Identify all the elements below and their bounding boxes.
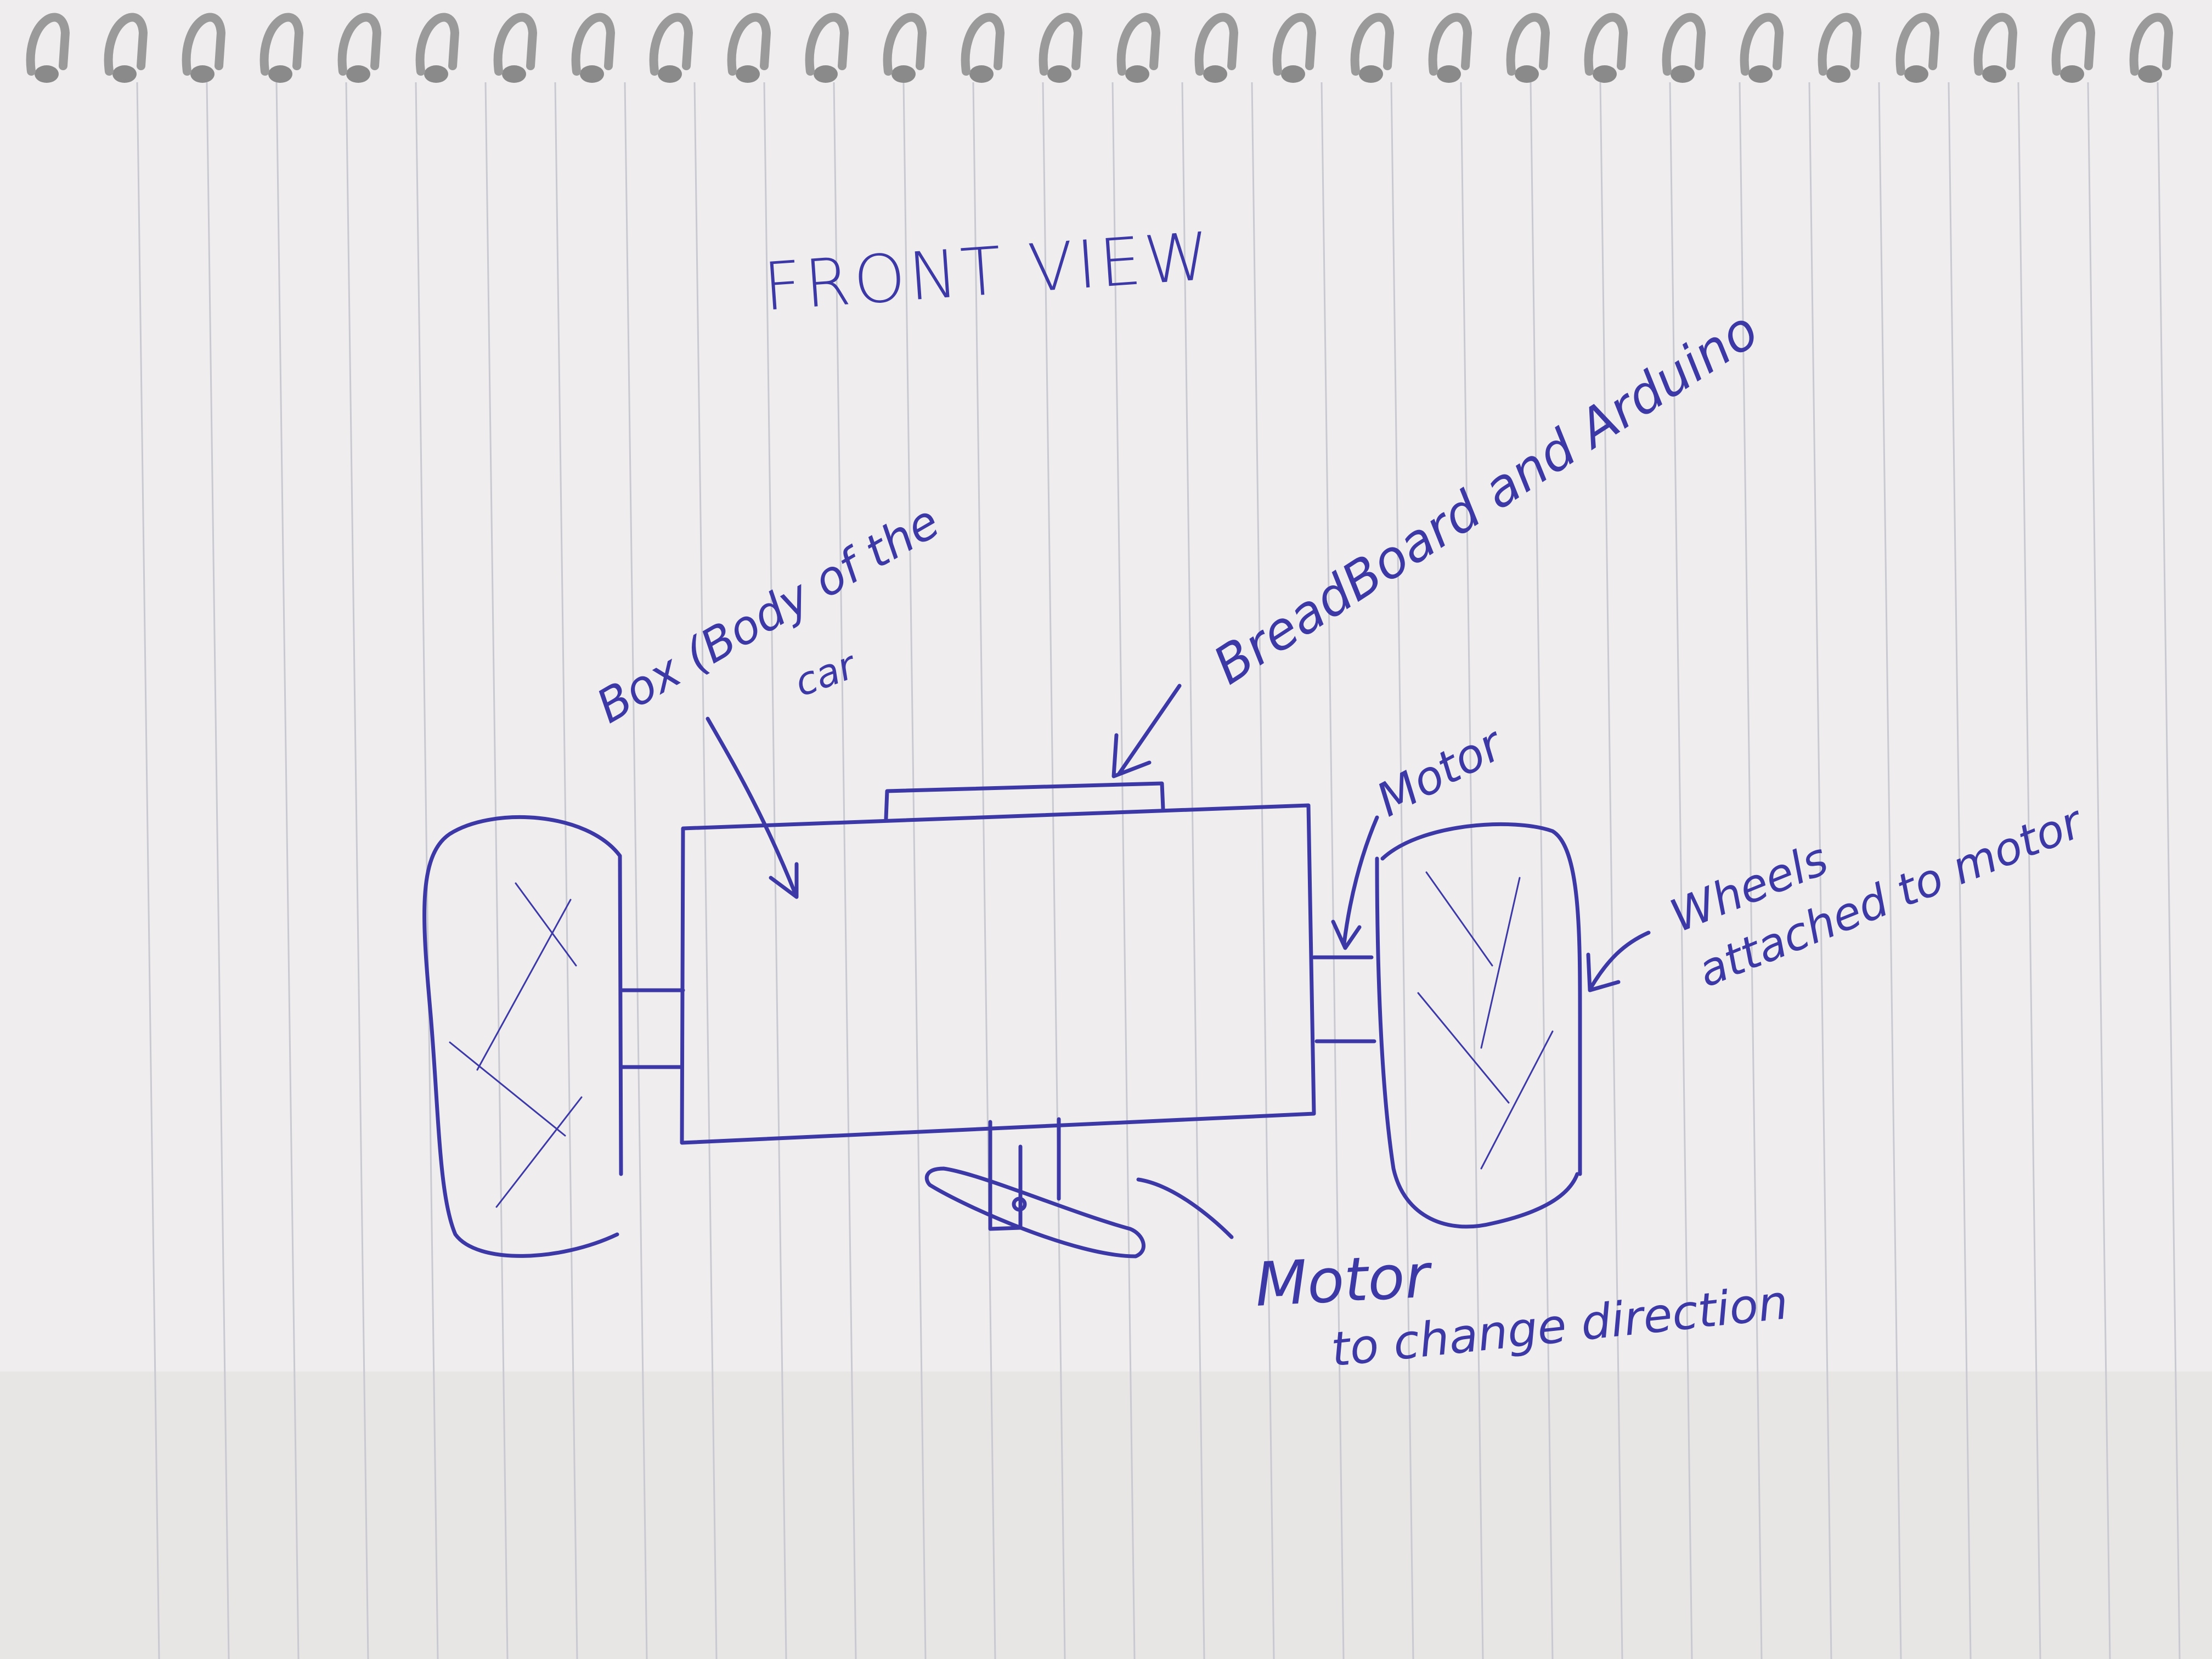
ruled-line bbox=[1878, 82, 1902, 1659]
spiral-ring bbox=[649, 13, 693, 83]
ruled-line bbox=[624, 82, 648, 1659]
spiral-ring bbox=[571, 13, 616, 83]
spiral-ring bbox=[415, 13, 460, 83]
ruled-line bbox=[1739, 82, 1763, 1659]
left-wheel-tread bbox=[449, 882, 583, 1208]
ruled-line bbox=[693, 82, 718, 1659]
paper-shadow bbox=[0, 1372, 2212, 1659]
breadboard-rect bbox=[884, 781, 1165, 821]
ruled-line bbox=[1460, 82, 1484, 1659]
spiral-ring bbox=[883, 13, 927, 83]
spiral-ring bbox=[1506, 13, 1550, 83]
ruled-line bbox=[1948, 82, 1972, 1659]
ruled-line bbox=[206, 82, 230, 1659]
car-drawing bbox=[422, 684, 1651, 1259]
spiral-ring bbox=[1662, 13, 1706, 83]
spiral-ring bbox=[1272, 13, 1317, 83]
right-wheel bbox=[1375, 822, 1582, 1229]
spiral-ring bbox=[805, 13, 849, 83]
ruled-line bbox=[2017, 82, 2041, 1659]
arrow-box-body bbox=[706, 716, 799, 899]
ruled-line bbox=[484, 82, 509, 1659]
steering-pivot bbox=[1012, 1197, 1027, 1212]
ruled-line bbox=[1530, 82, 1554, 1659]
spiral-ring bbox=[1818, 13, 1862, 83]
left-wheel bbox=[422, 815, 623, 1258]
ruled-line bbox=[1042, 82, 1066, 1659]
spiral-ring bbox=[104, 13, 148, 83]
spiral-ring bbox=[2051, 13, 2096, 83]
ruled-line bbox=[275, 82, 300, 1659]
ruled-line bbox=[1321, 82, 1345, 1659]
ruled-line bbox=[136, 82, 160, 1659]
arrow-motor-top bbox=[1331, 815, 1379, 950]
left-axle bbox=[620, 988, 685, 1069]
ruled-line bbox=[833, 82, 857, 1659]
ruled-lines bbox=[136, 82, 2181, 1659]
spiral-ring bbox=[727, 13, 771, 83]
spiral-ring bbox=[493, 13, 538, 83]
right-axle bbox=[1312, 955, 1376, 1043]
spiral-ring bbox=[1194, 13, 1239, 83]
spiral-ring bbox=[1350, 13, 1395, 83]
label-motor-direction-line1: Motor bbox=[1254, 1240, 1435, 1320]
spiral-ring bbox=[1973, 13, 2018, 83]
ruled-line bbox=[2157, 82, 2181, 1659]
right-wheel-tread bbox=[1417, 871, 1554, 1170]
car-body-box bbox=[680, 803, 1316, 1145]
spiral-ring bbox=[26, 13, 70, 83]
spiral-ring bbox=[2129, 13, 2174, 83]
ruled-line bbox=[902, 82, 927, 1659]
spiral-ring bbox=[961, 13, 1005, 83]
spiral-binding bbox=[26, 13, 2174, 83]
steering-bar bbox=[924, 1166, 1146, 1259]
steering-motor bbox=[988, 1117, 1061, 1231]
ruled-line bbox=[2087, 82, 2111, 1659]
spiral-ring bbox=[1584, 13, 1628, 83]
spiral-ring bbox=[259, 13, 304, 83]
spiral-ring bbox=[1039, 13, 1083, 83]
pointer-motor-direction bbox=[1136, 1177, 1234, 1239]
ruled-line bbox=[972, 82, 996, 1659]
spiral-ring bbox=[1116, 13, 1161, 83]
ruled-line bbox=[1251, 82, 1275, 1659]
ruled-line bbox=[345, 82, 369, 1659]
arrow-wheels bbox=[1586, 930, 1651, 992]
ruled-line bbox=[1390, 82, 1414, 1659]
ruled-line bbox=[763, 82, 787, 1659]
ruled-line bbox=[1181, 82, 1205, 1659]
spiral-ring bbox=[1428, 13, 1472, 83]
ruled-line bbox=[1808, 82, 1832, 1659]
spiral-ring bbox=[1895, 13, 1940, 83]
spiral-ring bbox=[182, 13, 226, 83]
ruled-line bbox=[1111, 82, 1136, 1659]
ruled-line bbox=[1669, 82, 1693, 1659]
spiral-ring bbox=[1740, 13, 1784, 83]
arrow-breadboard bbox=[1111, 684, 1182, 778]
ruled-line bbox=[1599, 82, 1623, 1659]
spiral-ring bbox=[337, 13, 382, 83]
ruled-line bbox=[554, 82, 578, 1659]
